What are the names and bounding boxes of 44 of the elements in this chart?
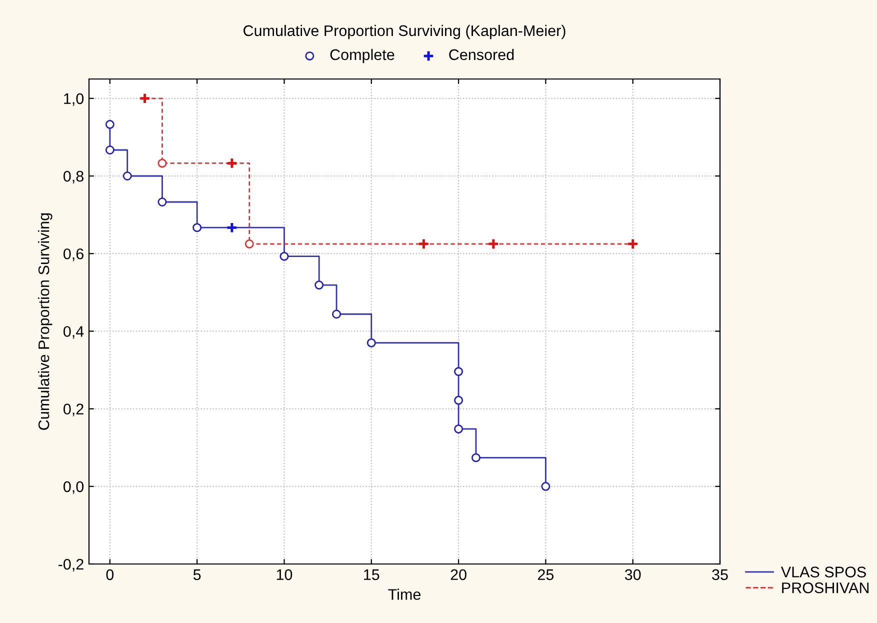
point <box>226 222 238 234</box>
point <box>280 252 289 261</box>
x-tick-label: 20 <box>450 569 466 580</box>
point <box>226 157 238 170</box>
point <box>471 453 480 462</box>
legend-label: Censored <box>449 48 514 60</box>
y-tick-label: 0,8 <box>64 170 84 184</box>
chart-title: Cumulative Proportion Surviving (Kaplan-Meier) <box>244 24 566 40</box>
point <box>105 120 114 129</box>
point <box>138 92 151 104</box>
x-tick-label: 10 <box>276 569 292 580</box>
legend-label: VLAS SPOS <box>780 566 866 578</box>
point <box>366 338 376 348</box>
point <box>314 280 324 290</box>
x-tick-label: 35 <box>712 569 728 580</box>
y-tick-label: 1,0 <box>64 93 84 106</box>
y-axis-title: Cumulative Proportion Surviving <box>38 213 52 430</box>
point <box>541 482 550 491</box>
x-axis-title: Time <box>388 588 421 600</box>
point <box>454 367 464 376</box>
point <box>158 197 167 206</box>
point <box>105 146 114 155</box>
legend-label: Complete <box>330 48 394 64</box>
point <box>122 172 132 180</box>
x-tick-label: 25 <box>538 569 554 580</box>
point <box>158 158 167 168</box>
y-tick-label: 0,0 <box>64 481 84 494</box>
point <box>487 238 500 250</box>
point <box>418 238 430 250</box>
point <box>626 238 639 250</box>
legend-label: PROSHIVAN <box>782 582 869 594</box>
y-tick-label: 0,6 <box>64 248 84 262</box>
point <box>332 310 342 319</box>
y-tick-label: -0,2 <box>58 558 84 572</box>
x-tick-label: 30 <box>624 569 641 580</box>
y-tick-label: 0,4 <box>64 326 84 339</box>
y-tick-label: 0,2 <box>64 404 84 416</box>
point <box>192 223 202 232</box>
point <box>454 424 464 434</box>
x-tick-label: 0 <box>106 569 114 580</box>
point <box>244 239 254 248</box>
x-tick-label: 15 <box>364 569 380 580</box>
point <box>454 396 464 405</box>
x-tick-label: 5 <box>193 569 201 580</box>
